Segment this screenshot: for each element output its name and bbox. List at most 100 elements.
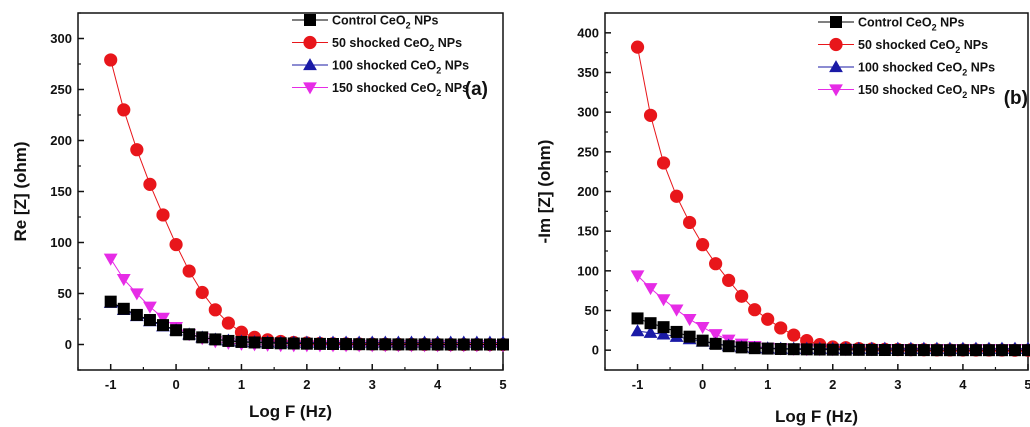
data-point: [103, 253, 118, 266]
data-point: [457, 338, 470, 351]
data-point: [630, 270, 645, 283]
x-tick-label: 5: [499, 377, 506, 392]
data-point: [656, 327, 671, 340]
data-point: [643, 325, 658, 338]
data-point: [800, 343, 813, 356]
data-point: [956, 344, 969, 357]
legend-marker: [303, 82, 317, 95]
data-point: [130, 143, 144, 157]
legend-marker: [303, 58, 317, 71]
data-point: [444, 338, 457, 351]
legend-label: Control CeO2 NPs: [332, 14, 438, 31]
data-point: [195, 285, 209, 300]
legend-label: 50 shocked CeO2 NPs: [332, 36, 462, 53]
data-point: [787, 328, 801, 342]
data-point: [129, 288, 144, 301]
data-point: [682, 314, 697, 327]
y-tick-label: 100: [577, 263, 599, 278]
y-axis-title: -Im [Z] (ohm): [535, 140, 554, 244]
data-point: [182, 264, 196, 278]
data-point: [696, 334, 709, 347]
x-tick-label: -1: [632, 377, 644, 392]
x-axis-title: Log F (Hz): [775, 407, 858, 426]
y-tick-label: 150: [577, 224, 599, 239]
y-tick-label: 100: [50, 235, 72, 250]
series-line: [110, 258, 503, 347]
data-point: [735, 289, 749, 303]
data-point: [1022, 344, 1030, 357]
x-tick-label: 3: [369, 377, 376, 392]
data-point: [708, 329, 723, 342]
data-point: [183, 328, 196, 341]
data-point: [156, 312, 170, 325]
legend-marker: [830, 16, 842, 28]
data-point: [222, 334, 235, 347]
data-point: [761, 312, 775, 326]
y-axis-title: Re [Z] (ohm): [11, 141, 30, 241]
x-tick-label: 0: [172, 377, 179, 392]
data-point: [735, 341, 748, 354]
data-point: [130, 308, 143, 321]
data-point: [300, 337, 313, 350]
data-point: [969, 344, 982, 357]
legend-label: 150 shocked CeO2 NPs: [332, 81, 469, 98]
data-point: [196, 331, 209, 344]
data-point: [683, 215, 697, 230]
x-tick-label: 1: [238, 377, 245, 392]
data-point: [748, 303, 762, 317]
y-tick-label: 250: [50, 82, 72, 97]
data-point: [104, 295, 117, 308]
data-point: [405, 338, 418, 351]
y-tick-label: 150: [50, 184, 72, 199]
data-point: [709, 337, 722, 350]
legend-label: 150 shocked CeO2 NPs: [858, 83, 995, 100]
y-tick-label: 50: [58, 286, 72, 301]
data-point: [839, 343, 852, 356]
data-point: [353, 338, 366, 351]
data-point: [995, 344, 1008, 357]
legend-marker: [829, 84, 843, 97]
x-tick-label: 4: [434, 377, 442, 392]
data-point: [117, 103, 131, 117]
data-point: [852, 343, 865, 356]
legend-marker: [829, 60, 843, 73]
data-point: [170, 324, 183, 337]
x-axis-title: Log F (Hz): [249, 402, 332, 421]
data-point: [418, 338, 431, 351]
data-point: [865, 343, 878, 356]
data-point: [917, 344, 930, 357]
data-point: [157, 319, 169, 332]
data-point: [643, 283, 658, 296]
x-tick-label: 3: [894, 377, 901, 392]
data-point: [644, 317, 657, 330]
data-point: [274, 337, 287, 350]
data-point: [722, 273, 736, 287]
y-tick-label: 300: [50, 31, 72, 46]
data-point: [235, 335, 248, 348]
data-point: [630, 324, 645, 337]
x-tick-label: 5: [1024, 377, 1030, 392]
data-point: [748, 342, 761, 355]
data-point: [709, 257, 723, 271]
legend-marker: [303, 35, 317, 50]
data-point: [287, 337, 300, 350]
data-point: [117, 302, 130, 315]
series-line: [110, 59, 503, 345]
x-tick-label: 2: [303, 377, 310, 392]
y-tick-label: 250: [577, 144, 599, 159]
data-point: [696, 238, 710, 252]
data-point: [327, 337, 339, 350]
y-tick-label: 300: [577, 105, 599, 120]
data-point: [248, 336, 261, 349]
data-point: [431, 338, 444, 351]
data-point: [169, 237, 183, 252]
y-tick-label: 400: [577, 25, 599, 40]
panel-label: (b): [1004, 88, 1028, 109]
data-point: [497, 338, 509, 351]
y-tick-label: 0: [65, 337, 72, 352]
x-tick-label: 2: [829, 377, 836, 392]
data-point: [982, 344, 995, 357]
data-point: [670, 325, 683, 338]
